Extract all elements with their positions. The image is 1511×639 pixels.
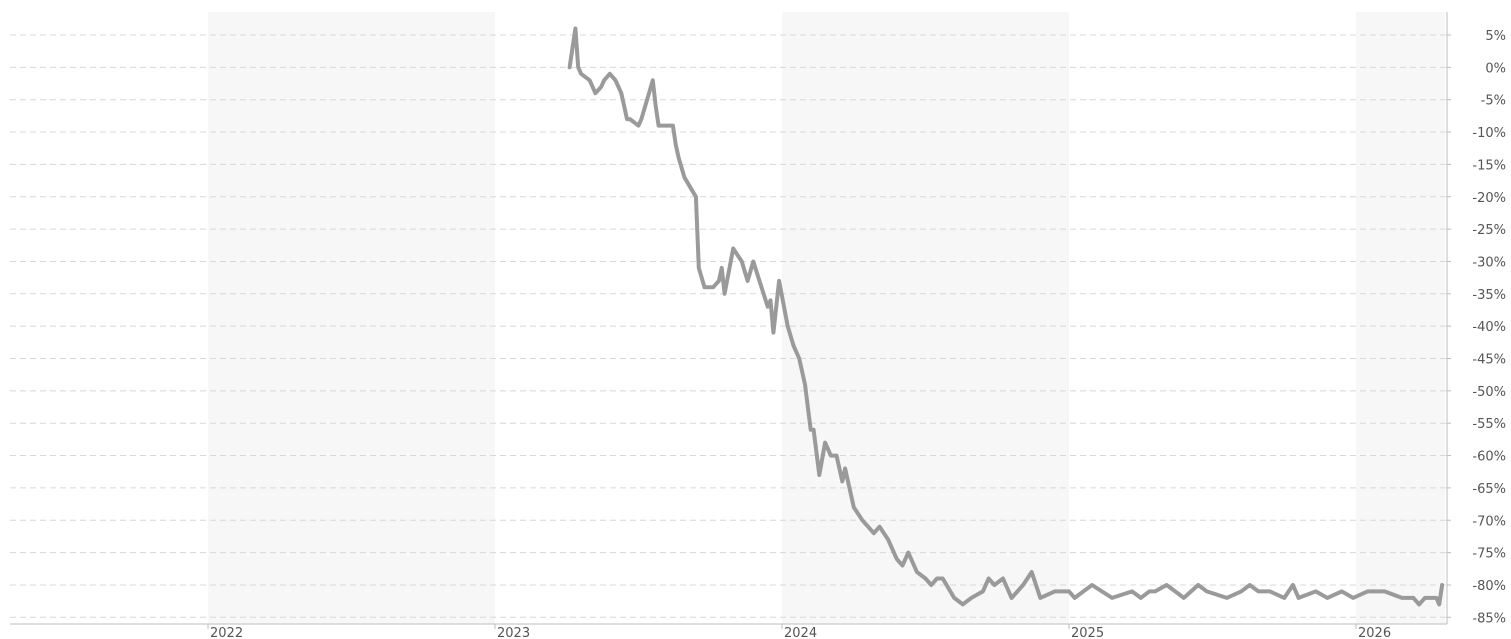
y-tick-label: -65% (1472, 482, 1506, 497)
y-tick-label: -45% (1472, 353, 1506, 368)
series-line-0 (567, 26, 1445, 607)
x-tick-label: 2023 (497, 626, 530, 639)
y-tick-label: -20% (1472, 191, 1506, 206)
y-tick-label: -80% (1472, 579, 1506, 594)
y-tick-label: 5% (1485, 29, 1506, 44)
y-tick-label: -70% (1472, 514, 1506, 529)
y-tick-label: -15% (1472, 158, 1506, 173)
y-tick-label: 0% (1485, 61, 1506, 76)
y-tick-label: -35% (1472, 288, 1506, 303)
y-tick-label: -60% (1472, 450, 1506, 465)
y-tick-label: -55% (1472, 417, 1506, 432)
y-tick-label: -50% (1472, 385, 1506, 400)
y-tick-label: -85% (1472, 611, 1506, 626)
year-band-2 (1356, 12, 1445, 624)
year-band-0 (208, 12, 495, 624)
x-tick-label: 2022 (210, 626, 243, 639)
x-tick-label: 2024 (784, 626, 817, 639)
y-tick-label: -25% (1472, 223, 1506, 238)
y-tick-label: -30% (1472, 255, 1506, 270)
y-tick-label: -10% (1472, 126, 1506, 141)
x-tick-label: 2025 (1071, 626, 1104, 639)
x-tick-label: 2026 (1358, 626, 1391, 639)
y-tick-label: -40% (1472, 320, 1506, 335)
y-tick-label: -75% (1472, 547, 1506, 562)
y-tick-label: -5% (1481, 94, 1506, 109)
year-band-1 (782, 12, 1069, 624)
